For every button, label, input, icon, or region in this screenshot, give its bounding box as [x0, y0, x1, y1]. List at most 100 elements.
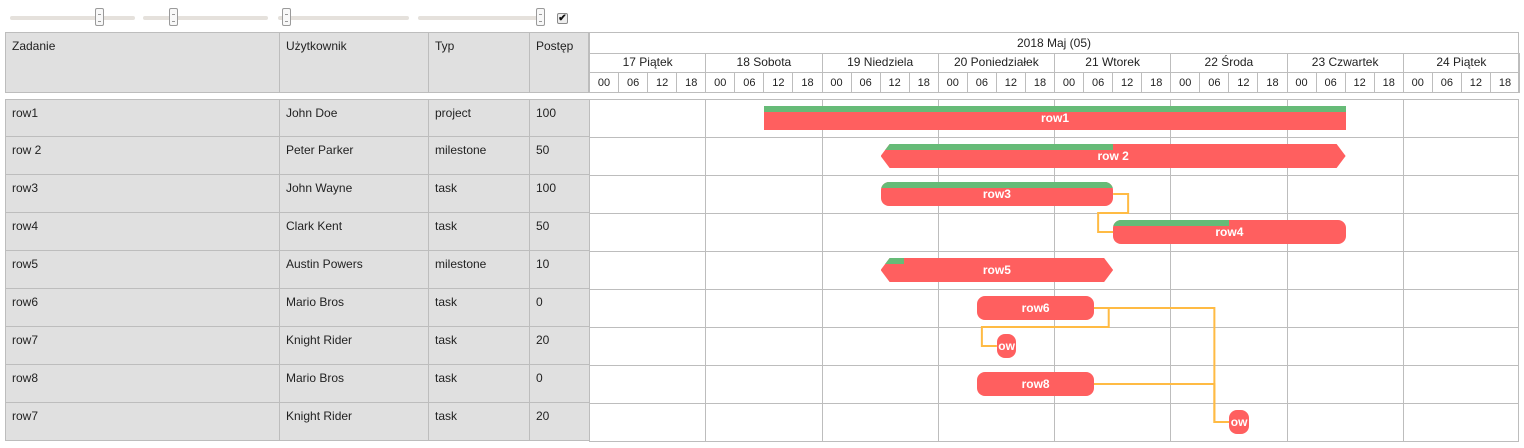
timeline-day: 19 Niedziela	[822, 53, 939, 73]
slider-track	[418, 16, 545, 20]
timeline-day: 24 Piątek	[1403, 53, 1520, 73]
dependency-link	[1093, 383, 1230, 423]
dependency-link	[1093, 307, 1230, 423]
timeline-hour: 18	[910, 73, 939, 93]
slider-thumb[interactable]	[282, 8, 291, 26]
cell-progress: 100	[530, 175, 590, 212]
table-row[interactable]: row1 John Doe project 100	[5, 99, 590, 137]
bar-label: row1	[1040, 111, 1069, 125]
cell-type: milestone	[429, 137, 530, 174]
timeline-hour: 12	[1229, 73, 1259, 93]
gantt-bar[interactable]: row 2	[881, 144, 1346, 168]
gantt-bar[interactable]: ow	[1229, 410, 1249, 434]
slider-2[interactable]	[143, 8, 268, 26]
cell-user: John Doe	[280, 100, 429, 136]
timeline-hour: 12	[1113, 73, 1143, 93]
timeline-hour: 00	[1171, 73, 1201, 93]
table-row[interactable]: row4 Clark Kent task 50	[5, 213, 590, 251]
column-header-task[interactable]: Zadanie	[6, 33, 280, 92]
bar-progress	[1113, 220, 1230, 226]
timeline-hour: 00	[823, 73, 852, 93]
cell-user: Clark Kent	[280, 213, 429, 250]
cell-user: Knight Rider	[280, 403, 429, 440]
table-row[interactable]: row6 Mario Bros task 0	[5, 289, 590, 327]
gantt-bar[interactable]: row5	[881, 258, 1114, 282]
timeline-month: 2018 Maj (05)	[590, 33, 1518, 54]
timeline-hour: 06	[1317, 73, 1346, 93]
slider-track	[278, 16, 409, 20]
cell-task: row7	[6, 403, 280, 440]
cell-task: row4	[6, 213, 280, 250]
gantt-bar[interactable]: row8	[977, 372, 1094, 396]
cell-progress: 50	[530, 213, 590, 250]
timeline-hour: 18	[793, 73, 823, 93]
bar-label: row6	[1021, 301, 1050, 315]
cell-task: row5	[6, 251, 280, 288]
grid-header: Zadanie Użytkownik Typ Postęp	[5, 32, 589, 93]
timeline-day: 20 Poniedziałek	[938, 53, 1055, 73]
gantt-chart: row1 row 2 row3 row4 row5 row6 ow row8 ow	[589, 99, 1519, 442]
cell-progress: 0	[530, 289, 590, 326]
gantt-bar[interactable]: row4	[1113, 220, 1346, 244]
day-gridline	[1402, 100, 1404, 441]
cell-type: task	[429, 175, 530, 212]
column-header-progress[interactable]: Postęp	[536, 39, 574, 53]
timeline-day: 21 Wtorek	[1055, 53, 1172, 73]
timeline-hour: 18	[1491, 73, 1520, 93]
table-row[interactable]: row7 Knight Rider task 20	[5, 327, 590, 365]
dependency-links	[980, 193, 1230, 423]
grid-body: row1 John Doe project 100 row 2 Peter Pa…	[5, 99, 590, 441]
day-gridline	[1286, 100, 1288, 441]
gantt-bar[interactable]: row3	[880, 182, 1114, 206]
cell-progress: 0	[530, 365, 590, 402]
day-gridline	[821, 100, 823, 441]
timeline-hour: 18	[1142, 73, 1172, 93]
table-row[interactable]: row 2 Peter Parker milestone 50	[5, 137, 590, 175]
cell-type: task	[429, 327, 530, 364]
timeline-hour: 00	[1288, 73, 1317, 93]
cell-progress: 50	[530, 137, 590, 174]
timeline-hour: 12	[648, 73, 678, 93]
slider-track	[143, 16, 268, 20]
slider-thumb[interactable]	[536, 8, 545, 26]
dependency-link	[1097, 193, 1130, 233]
timeline-hour: 00	[590, 73, 620, 93]
column-header-type[interactable]: Typ	[429, 33, 530, 92]
timeline-hour: 12	[997, 73, 1026, 93]
gantt-bar[interactable]: row6	[977, 296, 1094, 320]
timeline-day: 22 Środa	[1171, 53, 1288, 73]
slider-4[interactable]	[418, 8, 545, 26]
cell-type: task	[429, 289, 530, 326]
cell-type: milestone	[429, 251, 530, 288]
timeline-hour: 12	[881, 73, 910, 93]
bar-progress	[764, 106, 1346, 112]
timeline-hour: 18	[1026, 73, 1055, 93]
table-row[interactable]: row3 John Wayne task 100	[5, 175, 590, 213]
slider-thumb[interactable]	[95, 8, 104, 26]
timeline-hour: 06	[619, 73, 649, 93]
column-header-user[interactable]: Użytkownik	[280, 33, 429, 92]
gantt-bar[interactable]: row1	[764, 106, 1346, 130]
timeline-hour: 18	[1375, 73, 1404, 93]
table-row[interactable]: row8 Mario Bros task 0	[5, 365, 590, 403]
option-checkbox[interactable]: ✔	[557, 13, 568, 24]
slider-thumb[interactable]	[169, 8, 178, 26]
slider-1[interactable]	[10, 8, 135, 26]
cell-task: row7	[6, 327, 280, 364]
bar-label: ow	[1230, 415, 1248, 429]
timeline-day: 18 Sobota	[706, 53, 823, 73]
timeline-header: 2018 Maj (05) 17 Piątek 00 06 12 18 18 Sobota…	[589, 32, 1520, 93]
timeline-hour: 00	[706, 73, 736, 93]
table-row[interactable]: row5 Austin Powers milestone 10	[5, 251, 590, 289]
bar-progress	[881, 258, 904, 264]
table-row[interactable]: row7 Knight Rider task 20	[5, 403, 590, 441]
slider-3[interactable]	[278, 8, 409, 26]
cell-progress: 20	[530, 327, 590, 364]
timeline-hour: 12	[764, 73, 794, 93]
gantt-bar[interactable]: ow	[996, 334, 1017, 358]
bar-label: row3	[982, 187, 1011, 201]
cell-type: project	[429, 100, 530, 136]
day-gridline	[1170, 100, 1172, 441]
timeline-hour: 18	[1258, 73, 1288, 93]
bar-label: ow	[998, 339, 1015, 353]
